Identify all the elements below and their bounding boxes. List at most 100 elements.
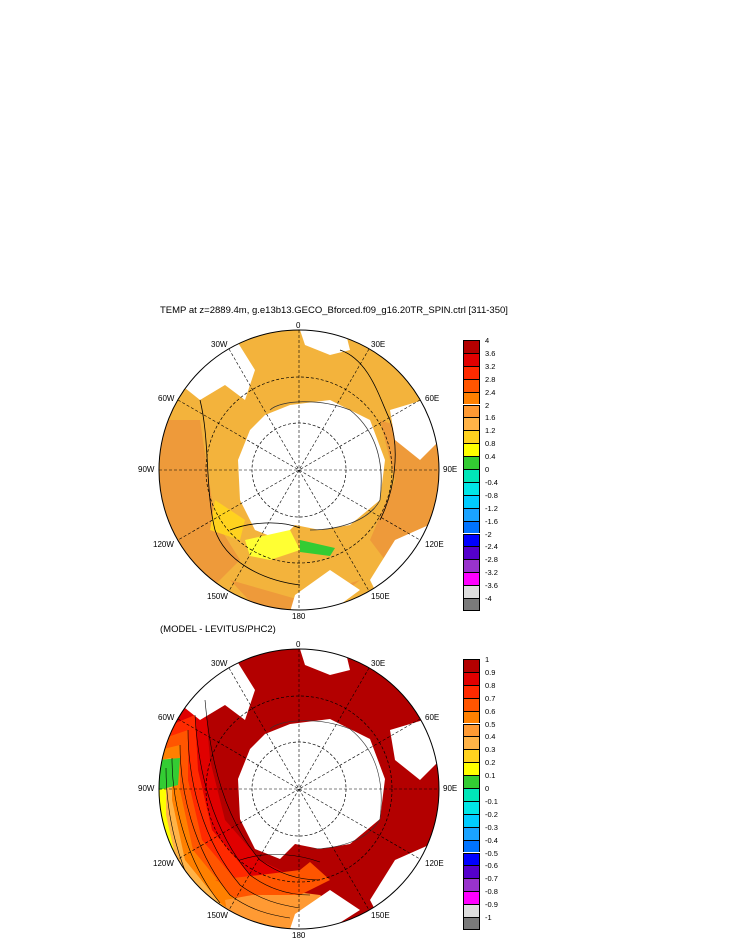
lon-label-30e: 30E [371,340,386,349]
colorbar-swatch [463,671,480,685]
lon-label-0: 0 [296,640,301,649]
colorbar-swatch [463,878,480,892]
lon-label-180: 180 [292,612,306,621]
colorbar-tick-label: 0.5 [485,719,496,729]
land-nz [290,570,360,610]
colorbar-tick-label: 3.6 [485,348,496,358]
lon-label-120e: 120E [425,540,444,549]
lon-label-120w: 120W [153,540,174,549]
lon-label-180: 180 [292,931,306,940]
colorbar-tick-label: 0 [485,465,490,474]
colorbar-tick-label: -2.8 [485,555,498,565]
colorbar-tick-label: -0.6 [485,861,498,871]
colorbar-swatch [463,839,480,853]
colorbar-swatch [463,585,480,598]
colorbar-swatch [463,775,480,788]
lon-label-150e: 150E [371,911,390,920]
colorbar-tick-label: -1.6 [485,516,498,526]
colorbar-swatch [463,852,480,866]
colorbar-swatch [463,813,480,827]
colorbar-tick-label: 2 [485,400,490,410]
lon-label-120w: 120W [153,859,174,868]
colorbar-swatch [463,723,480,737]
colorbar-swatch [463,736,480,750]
colorbar-tick-label: 0.6 [485,706,496,716]
colorbar-swatch [463,710,480,724]
meridians [159,649,439,929]
colorbar-swatch [463,533,480,547]
colorbar-tick-label: -0.8 [485,887,498,897]
land-africa-tip [300,330,350,355]
lon-label-90w: 90W [138,465,155,474]
colorbar-swatch [463,404,480,418]
lon-label-30e: 30E [371,659,386,668]
colorbar-swatch [463,546,480,560]
land-africa-tip [300,649,350,675]
colorbar-swatch [463,378,480,392]
colorbar-tick-label: 1.6 [485,413,496,423]
colorbar-swatch [463,417,480,431]
lon-label-90w: 90W [138,784,155,793]
colorbar-swatch [463,430,480,444]
colorbar-swatch [463,826,480,840]
lon-label-0: 0 [296,321,301,330]
colorbar-tick-label: 1.2 [485,426,496,436]
colorbar-tick-label: 2.4 [485,387,496,397]
colorbar-tick-label: 0.8 [485,680,496,690]
colorbar-swatch [463,469,480,482]
colorbar-tick-label: 0.1 [485,771,496,781]
contour-line [199,399,301,586]
colorbar-swatch [463,865,480,879]
colorbar-tick-label: 0.3 [485,745,496,755]
colorbar-swatch [463,340,480,353]
colorbar-swatch [463,520,480,534]
colorbar-tick-label: -3.2 [485,568,498,578]
lon-label-150w: 150W [207,911,228,920]
colorbar-tick-label: -0.4 [485,477,498,487]
weddell-patch [210,500,245,540]
colorbar-tick-label: -0.3 [485,822,498,832]
colorbar-tick-label: -0.9 [485,900,498,910]
ross-yellow [245,530,300,560]
colorbar-tick-label: 0 [485,784,490,793]
map-title: (MODEL - LEVITUS/PHC2) [160,624,276,635]
colorbar-tick-label: -4 [485,594,492,603]
antarctic-coast [269,401,382,531]
colorbar-tick-label: 0.9 [485,667,496,677]
colorbar-tick-label: -0.7 [485,874,498,884]
colorbar-tick-label: 0.4 [485,452,496,462]
lon-label-30w: 30W [211,340,228,349]
colorbar-tick-label: 0.8 [485,439,496,449]
lon-label-60w: 60W [158,394,175,403]
lon-label-30w: 30W [211,659,228,668]
colorbar-swatch [463,697,480,711]
meridians [159,330,439,610]
colorbar-swatch [463,762,480,776]
contour-line [229,522,301,531]
colorbar-swatch [463,443,480,457]
colorbar-tick-label: -0.2 [485,809,498,819]
colorbar-swatch [463,788,480,801]
colorbar-swatch [463,800,480,814]
colorbar-tick-label: -2 [485,529,492,539]
colorbar-swatch [463,917,480,930]
colorbar-tick-label: 0.2 [485,758,496,768]
lon-label-60w: 60W [158,713,175,722]
lon-label-120e: 120E [425,859,444,868]
colorbar-tick-label: -0.1 [485,796,498,806]
map-title: TEMP at z=2889.4m, g.e13b13.GECO_Bforced… [160,305,508,316]
colorbar-tick-label: -3.6 [485,581,498,591]
contour-line [339,349,396,521]
colorbar-swatch [463,891,480,905]
colorbar-swatch [463,684,480,698]
colorbar-tick-label: 0.4 [485,732,496,742]
colorbar-swatch [463,749,480,763]
colorbar-tick-label: -0.4 [485,835,498,845]
colorbar-swatch [463,365,480,379]
colorbar-swatch [463,559,480,573]
colorbar-tick-label: -0.5 [485,848,498,858]
